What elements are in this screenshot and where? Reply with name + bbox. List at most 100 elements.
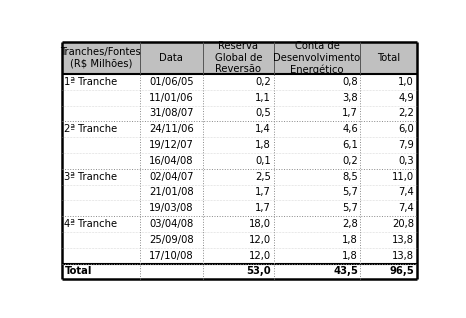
Bar [203, 248, 274, 264]
Bar [62, 74, 140, 90]
Text: 31/08/07: 31/08/07 [149, 108, 193, 118]
Text: 11/01/06: 11/01/06 [149, 93, 194, 103]
Bar [140, 137, 203, 153]
Bar [203, 200, 274, 216]
Bar [274, 90, 360, 106]
Text: 3,8: 3,8 [342, 93, 358, 103]
Bar [140, 216, 203, 232]
Bar [140, 248, 203, 264]
Bar [360, 216, 417, 232]
Text: 5,7: 5,7 [342, 187, 358, 197]
Bar [203, 169, 274, 184]
Bar [62, 42, 140, 74]
Text: 0,8: 0,8 [342, 77, 358, 87]
Text: 02/04/07: 02/04/07 [149, 172, 193, 182]
Text: 0,1: 0,1 [255, 156, 271, 166]
Bar [62, 232, 140, 248]
Bar [274, 232, 360, 248]
Text: 2,5: 2,5 [255, 172, 271, 182]
Bar [203, 137, 274, 153]
Bar [203, 121, 274, 137]
Bar [140, 264, 203, 279]
Bar [360, 232, 417, 248]
Text: 24/11/06: 24/11/06 [149, 124, 194, 134]
Bar [203, 42, 274, 74]
Bar [274, 137, 360, 153]
Text: 1ª Tranche: 1ª Tranche [64, 77, 117, 87]
Text: Total: Total [64, 266, 92, 276]
Bar [274, 200, 360, 216]
Bar [203, 106, 274, 121]
Text: 43,5: 43,5 [333, 266, 358, 276]
Text: 1,1: 1,1 [255, 93, 271, 103]
Text: 7,9: 7,9 [398, 140, 414, 150]
Bar [203, 74, 274, 90]
Text: Total: Total [377, 53, 400, 63]
Text: 13,8: 13,8 [392, 251, 414, 261]
Text: 19/03/08: 19/03/08 [149, 203, 193, 213]
Text: 1,8: 1,8 [342, 251, 358, 261]
Text: Tranches/Fontes
(R$ Milhões): Tranches/Fontes (R$ Milhões) [61, 47, 141, 69]
Bar [203, 216, 274, 232]
Text: 18,0: 18,0 [249, 219, 271, 229]
Bar [274, 106, 360, 121]
Text: 7,4: 7,4 [398, 203, 414, 213]
Text: 96,5: 96,5 [389, 266, 414, 276]
Bar [360, 74, 417, 90]
Text: 2,8: 2,8 [342, 219, 358, 229]
Text: 0,2: 0,2 [342, 156, 358, 166]
Text: 2,2: 2,2 [398, 108, 414, 118]
Bar [360, 137, 417, 153]
Bar [62, 264, 140, 279]
Bar [140, 232, 203, 248]
Text: 0,3: 0,3 [398, 156, 414, 166]
Bar [140, 74, 203, 90]
Text: Data: Data [159, 53, 183, 63]
Bar [140, 153, 203, 169]
Bar [62, 121, 140, 137]
Bar [140, 184, 203, 200]
Bar [360, 169, 417, 184]
Text: 2ª Tranche: 2ª Tranche [64, 124, 117, 134]
Bar [140, 121, 203, 137]
Text: 25/09/08: 25/09/08 [149, 235, 194, 245]
Text: 1,8: 1,8 [342, 235, 358, 245]
Bar [140, 200, 203, 216]
Bar [203, 90, 274, 106]
Text: 21/01/08: 21/01/08 [149, 187, 194, 197]
Text: 16/04/08: 16/04/08 [149, 156, 193, 166]
Text: 1,8: 1,8 [255, 140, 271, 150]
Bar [140, 42, 203, 74]
Bar [360, 153, 417, 169]
Bar [274, 42, 360, 74]
Text: 4ª Tranche: 4ª Tranche [64, 219, 117, 229]
Text: 12,0: 12,0 [249, 235, 271, 245]
Text: 20,8: 20,8 [392, 219, 414, 229]
Text: 17/10/08: 17/10/08 [149, 251, 194, 261]
Bar [274, 121, 360, 137]
Bar [140, 169, 203, 184]
Text: 4,6: 4,6 [342, 124, 358, 134]
Text: 6,1: 6,1 [342, 140, 358, 150]
Bar [360, 248, 417, 264]
Bar [274, 264, 360, 279]
Text: 11,0: 11,0 [392, 172, 414, 182]
Bar [62, 106, 140, 121]
Bar [360, 200, 417, 216]
Text: 8,5: 8,5 [342, 172, 358, 182]
Text: 1,7: 1,7 [255, 203, 271, 213]
Bar [62, 200, 140, 216]
Text: 0,5: 0,5 [255, 108, 271, 118]
Text: 1,0: 1,0 [398, 77, 414, 87]
Bar [203, 264, 274, 279]
Bar [203, 232, 274, 248]
Text: 53,0: 53,0 [247, 266, 271, 276]
Bar [360, 90, 417, 106]
Bar [62, 137, 140, 153]
Bar [360, 121, 417, 137]
Text: 03/04/08: 03/04/08 [149, 219, 193, 229]
Text: 1,7: 1,7 [342, 108, 358, 118]
Bar [274, 169, 360, 184]
Text: 13,8: 13,8 [392, 235, 414, 245]
Text: 19/12/07: 19/12/07 [149, 140, 194, 150]
